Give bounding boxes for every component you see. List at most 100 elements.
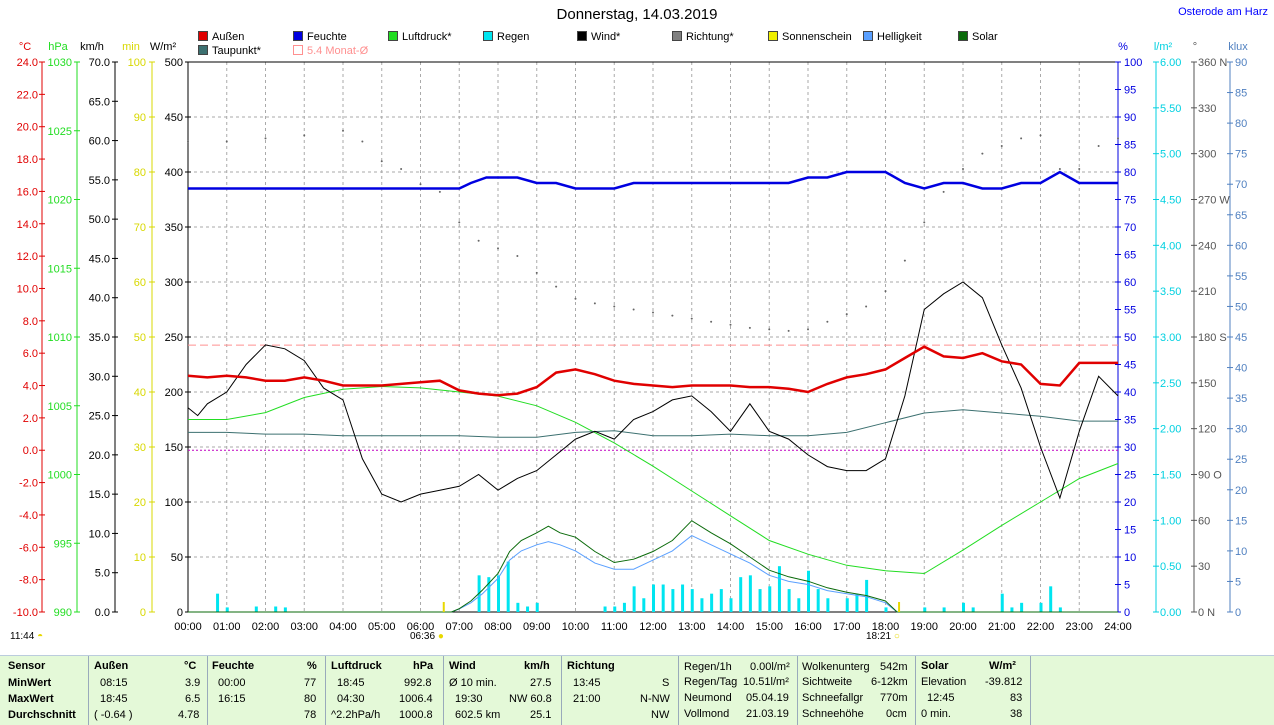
legend-swatch xyxy=(293,45,303,55)
direction-dot xyxy=(225,140,228,143)
solar-tick-label: 450 xyxy=(165,112,183,124)
direction-dot xyxy=(438,190,441,193)
temp-tick-label: 18.0 xyxy=(17,154,38,166)
aussen-min-value: 3.9 xyxy=(185,677,201,689)
direction-dot xyxy=(187,140,189,143)
legend-item: Solar xyxy=(958,31,998,43)
direction-dot xyxy=(1039,134,1042,137)
legend-swatch xyxy=(577,31,587,41)
hum-tick-label: 5 xyxy=(1124,580,1130,592)
direction-dot xyxy=(903,259,906,262)
direction-dot xyxy=(748,326,751,329)
temp-tick-label: 22.0 xyxy=(17,89,38,101)
lux-tick-label: 75 xyxy=(1235,149,1247,161)
sichtweite-label: Sichtweite xyxy=(802,676,853,688)
dir-tick-label: 240 xyxy=(1198,240,1216,252)
luftdruck-min-value: 992.8 xyxy=(404,677,432,689)
legend-label: Regen xyxy=(497,31,530,43)
time-tick-label: 24:00 xyxy=(1104,621,1132,633)
legend-swatch xyxy=(672,31,682,41)
chart-title: Donnerstag, 14.03.2019 xyxy=(556,6,718,23)
sensor-header: Sensor xyxy=(8,660,46,672)
lux-tick-label: 40 xyxy=(1235,363,1247,375)
schneefall-label: Schneefallgr xyxy=(802,692,864,704)
rain-bar xyxy=(729,598,733,612)
temp-tick-label: 10.0 xyxy=(17,283,38,295)
wind-10min-value: 27.5 xyxy=(530,677,552,689)
aussen-header: Außen xyxy=(94,660,129,672)
wind-unit: km/h xyxy=(524,660,550,672)
sun-tick-label: 90 xyxy=(134,112,146,124)
lux-tick-label: 15 xyxy=(1235,515,1247,527)
lux-tick-label: 35 xyxy=(1235,393,1247,405)
legend-label: Richtung* xyxy=(686,31,734,43)
direction-dot xyxy=(361,140,364,143)
direction-dot xyxy=(342,129,344,132)
rain-bar xyxy=(225,607,229,612)
dir-tick-label: 120 xyxy=(1198,424,1216,436)
rain-tick-label: 4.50 xyxy=(1160,195,1181,207)
elevation-label: Elevation xyxy=(921,676,967,688)
feuchte-max-value: 80 xyxy=(304,693,317,705)
direction-dot xyxy=(729,323,732,326)
temp-tick-label: -10.0 xyxy=(13,607,38,619)
sun-tick-label: 100 xyxy=(128,57,146,69)
wind-tick-label: 20.0 xyxy=(89,450,110,462)
hum-tick-label: 15 xyxy=(1124,525,1136,537)
rain-tick-label: 1.00 xyxy=(1160,515,1181,527)
wind-tick-label: 5.0 xyxy=(95,568,110,580)
temp-tick-label: 4.0 xyxy=(23,381,38,393)
wind-tick-label: 65.0 xyxy=(89,96,110,108)
wind-unit-label: km/h xyxy=(80,41,104,53)
solar-tick-label: 300 xyxy=(165,277,183,289)
direction-dot xyxy=(845,313,848,316)
temp-tick-label: 12.0 xyxy=(17,251,38,263)
legend-label: Außen xyxy=(212,31,245,43)
direction-dot xyxy=(303,134,306,137)
lux-tick-label: 65 xyxy=(1235,210,1247,222)
dir-tick-label: 210 xyxy=(1198,286,1216,298)
wind-line xyxy=(187,281,1119,503)
temp-tick-label: 8.0 xyxy=(23,316,38,328)
time-tick-label: 22:00 xyxy=(1027,621,1055,633)
dir-tick-label: 150 xyxy=(1198,378,1216,390)
direction-dot xyxy=(1097,145,1100,148)
sun-tick-label: 70 xyxy=(134,222,146,234)
press-tick-label: 1015 xyxy=(48,263,72,275)
dir-tick-label: 30 xyxy=(1198,561,1210,573)
lux-tick-label: 0 xyxy=(1235,607,1241,619)
temp-tick-label: -8.0 xyxy=(19,575,38,587)
legend-swatch xyxy=(293,31,303,41)
legend-label: Feuchte xyxy=(307,31,347,43)
max-row-label: MaxWert xyxy=(8,693,54,705)
hum-tick-label: 85 xyxy=(1124,140,1136,152)
richtung-header: Richtung xyxy=(567,660,615,672)
time-tick-label: 05:00 xyxy=(368,621,396,633)
solar-tick-label: 350 xyxy=(165,222,183,234)
location-link[interactable]: Osterode am Harz xyxy=(1178,6,1268,18)
lux-tick-label: 25 xyxy=(1235,454,1247,466)
sun-tick-label: 80 xyxy=(134,167,146,179)
press-unit-label: hPa xyxy=(48,41,68,53)
rain-bar xyxy=(855,593,859,612)
wind-10min-label: Ø 10 min. xyxy=(449,677,497,689)
time-tick-label: 14:00 xyxy=(717,621,745,633)
pressure-line xyxy=(188,385,1119,575)
solar-header: Solar xyxy=(921,660,949,672)
legend-item: Sonnenschein xyxy=(768,31,852,43)
rain-bar xyxy=(700,598,704,612)
legend-swatch xyxy=(958,31,968,41)
press-tick-label: 1000 xyxy=(48,470,72,482)
avg-row-label: Durchschnitt xyxy=(8,709,76,721)
wind-avg-value: 25.1 xyxy=(530,709,552,721)
time-tick-label: 21:00 xyxy=(988,621,1016,633)
solar-max-time: 12:45 xyxy=(927,692,955,704)
wind-tick-label: 50.0 xyxy=(89,214,110,226)
rain-bar xyxy=(254,606,258,612)
temp-tick-label: 0.0 xyxy=(23,445,38,457)
direction-dot xyxy=(1020,137,1023,140)
moonrise-label: 11:44 ◓ xyxy=(10,631,44,642)
rain-bar xyxy=(603,606,607,612)
dir-tick-label: 60 xyxy=(1198,515,1210,527)
time-tick-label: 03:00 xyxy=(290,621,318,633)
